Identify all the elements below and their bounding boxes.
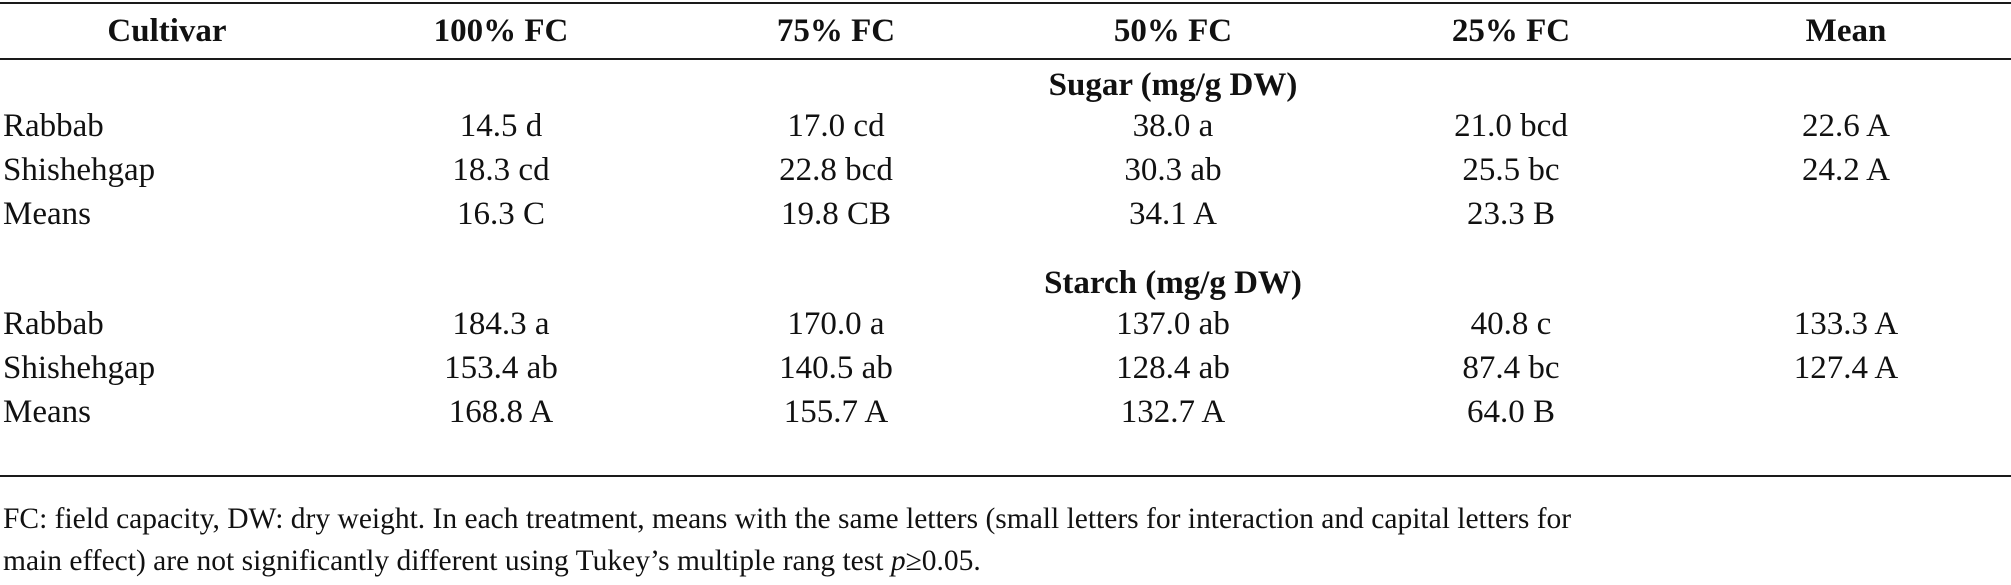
cell-value: 18.3 cd	[452, 152, 550, 188]
cell-value: 153.4 ab	[444, 350, 558, 386]
cell-value: 23.3 B	[1466, 196, 1555, 232]
cell-value: 140.5 ab	[779, 350, 893, 386]
section-title-sugar-text: Sugar (mg/g DW)	[1048, 67, 1298, 103]
cell-value: 16.3 C	[456, 196, 545, 232]
cell-value: 22.8 bcd	[779, 152, 893, 188]
section-title-starch-text: Starch (mg/g DW)	[1044, 265, 1302, 301]
footnote-threshold: ≥0.05.	[905, 545, 981, 577]
cell-value: 128.4 ab	[1116, 350, 1230, 386]
cell-value: 184.3 a	[452, 306, 550, 342]
cell-cultivar: Means	[3, 394, 91, 430]
cell-value: 30.3 ab	[1124, 152, 1222, 188]
cell-value: 17.0 cd	[787, 108, 885, 144]
table-row: Means 168.8 A 155.7 A 132.7 A 64.0 B	[0, 390, 2011, 434]
cell-cultivar: Rabbab	[3, 306, 104, 342]
footnote-p-symbol: p	[890, 545, 906, 577]
footnote-line-2-text: main effect) are not significantly diffe…	[3, 545, 891, 577]
section-title-sugar: Sugar (mg/g DW)	[0, 63, 2011, 107]
cell-value: 40.8 c	[1470, 306, 1552, 342]
cell-cultivar: Shishehgap	[3, 152, 156, 188]
cell-value: 170.0 a	[787, 306, 885, 342]
cell-value: 127.4 A	[1793, 350, 1899, 386]
cell-value: 168.8 A	[448, 394, 554, 430]
header-50-fc: 50% FC	[1113, 13, 1233, 49]
cell-cultivar: Means	[3, 196, 91, 232]
table-row: Rabbab 184.3 a 170.0 a 137.0 ab 40.8 c 1…	[0, 302, 2011, 346]
header-75-fc: 75% FC	[776, 13, 896, 49]
cell-value: 25.5 bc	[1462, 152, 1560, 188]
cell-value: 64.0 B	[1466, 394, 1555, 430]
cell-cultivar: Rabbab	[3, 108, 104, 144]
table-row: Shishehgap 153.4 ab 140.5 ab 128.4 ab 87…	[0, 346, 2011, 390]
cell-value: 14.5 d	[459, 108, 543, 144]
cell-value: 133.3 A	[1793, 306, 1899, 342]
cell-cultivar: Shishehgap	[3, 350, 156, 386]
cell-value: 34.1 A	[1128, 196, 1217, 232]
cell-value: 87.4 bc	[1462, 350, 1560, 386]
section-title-starch: Starch (mg/g DW)	[0, 261, 2011, 305]
footnote-line-1: FC: field capacity, DW: dry weight. In e…	[3, 503, 1572, 535]
table-footnote: FC: field capacity, DW: dry weight. In e…	[3, 498, 2011, 582]
header-25-fc: 25% FC	[1451, 13, 1571, 49]
cell-value: 24.2 A	[1801, 152, 1890, 188]
table-top-rule	[0, 2, 2011, 4]
header-mean: Mean	[1805, 13, 1887, 49]
footnote-line-2: main effect) are not significantly diffe…	[3, 540, 2011, 582]
table-row: Shishehgap 18.3 cd 22.8 bcd 30.3 ab 25.5…	[0, 148, 2011, 192]
table-header-rule	[0, 58, 2011, 60]
table-header-row: Cultivar 100% FC 75% FC 50% FC 25% FC Me…	[0, 9, 2011, 53]
header-cultivar: Cultivar	[107, 13, 227, 49]
cell-value: 21.0 bcd	[1454, 108, 1568, 144]
table-bottom-rule	[0, 475, 2011, 477]
cell-value: 137.0 ab	[1116, 306, 1230, 342]
cell-value: 22.6 A	[1801, 108, 1890, 144]
table-row: Rabbab 14.5 d 17.0 cd 38.0 a 21.0 bcd 22…	[0, 104, 2011, 148]
cell-value: 155.7 A	[783, 394, 889, 430]
header-100-fc: 100% FC	[433, 13, 569, 49]
table-row: Means 16.3 C 19.8 CB 34.1 A 23.3 B	[0, 192, 2011, 236]
cell-value: 132.7 A	[1120, 394, 1226, 430]
cell-value: 19.8 CB	[780, 196, 892, 232]
cell-value: 38.0 a	[1132, 108, 1214, 144]
